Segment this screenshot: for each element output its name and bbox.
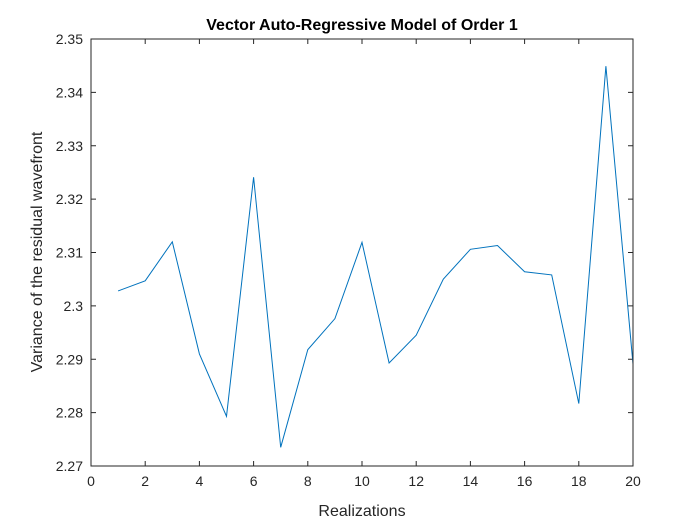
y-tick-label: 2.28 (56, 405, 83, 421)
y-tick-label: 2.3 (64, 298, 84, 314)
tick-labels: 0 2 4 6 8 10 12 14 16 18 20 2.27 2.28 2.29 2.3 2.31 2.32… (56, 31, 641, 489)
series-line (117, 66, 634, 448)
series-layer (117, 66, 634, 448)
x-tick-label: 10 (354, 473, 370, 489)
x-tick-label: 4 (196, 473, 204, 489)
chart-title: Vector Auto-Regressive Model of Order 1 (206, 17, 518, 34)
x-tick-label: 6 (250, 473, 258, 489)
x-tick-label: 0 (87, 473, 95, 489)
x-tick-label: 14 (463, 473, 479, 489)
y-tick-label: 2.29 (56, 351, 83, 367)
x-tick-label: 18 (571, 473, 587, 489)
x-axis-label: Realizations (318, 503, 405, 520)
y-tick-label: 2.32 (56, 191, 83, 207)
y-axis-label: Variance of the residual wavefront (29, 131, 46, 372)
y-tick-label: 2.34 (56, 84, 83, 100)
plot-area (91, 39, 633, 466)
plot-box (90, 38, 634, 467)
x-tick-label: 20 (625, 473, 641, 489)
y-tick-label: 2.33 (56, 138, 83, 154)
y-tick-label: 2.27 (56, 458, 83, 474)
x-tick-label: 8 (304, 473, 312, 489)
x-tick-label: 12 (408, 473, 424, 489)
y-tick-label: 2.31 (56, 245, 83, 261)
y-tick-label: 2.35 (56, 31, 83, 47)
x-tick-label: 2 (141, 473, 149, 489)
x-tick-label: 16 (517, 473, 533, 489)
